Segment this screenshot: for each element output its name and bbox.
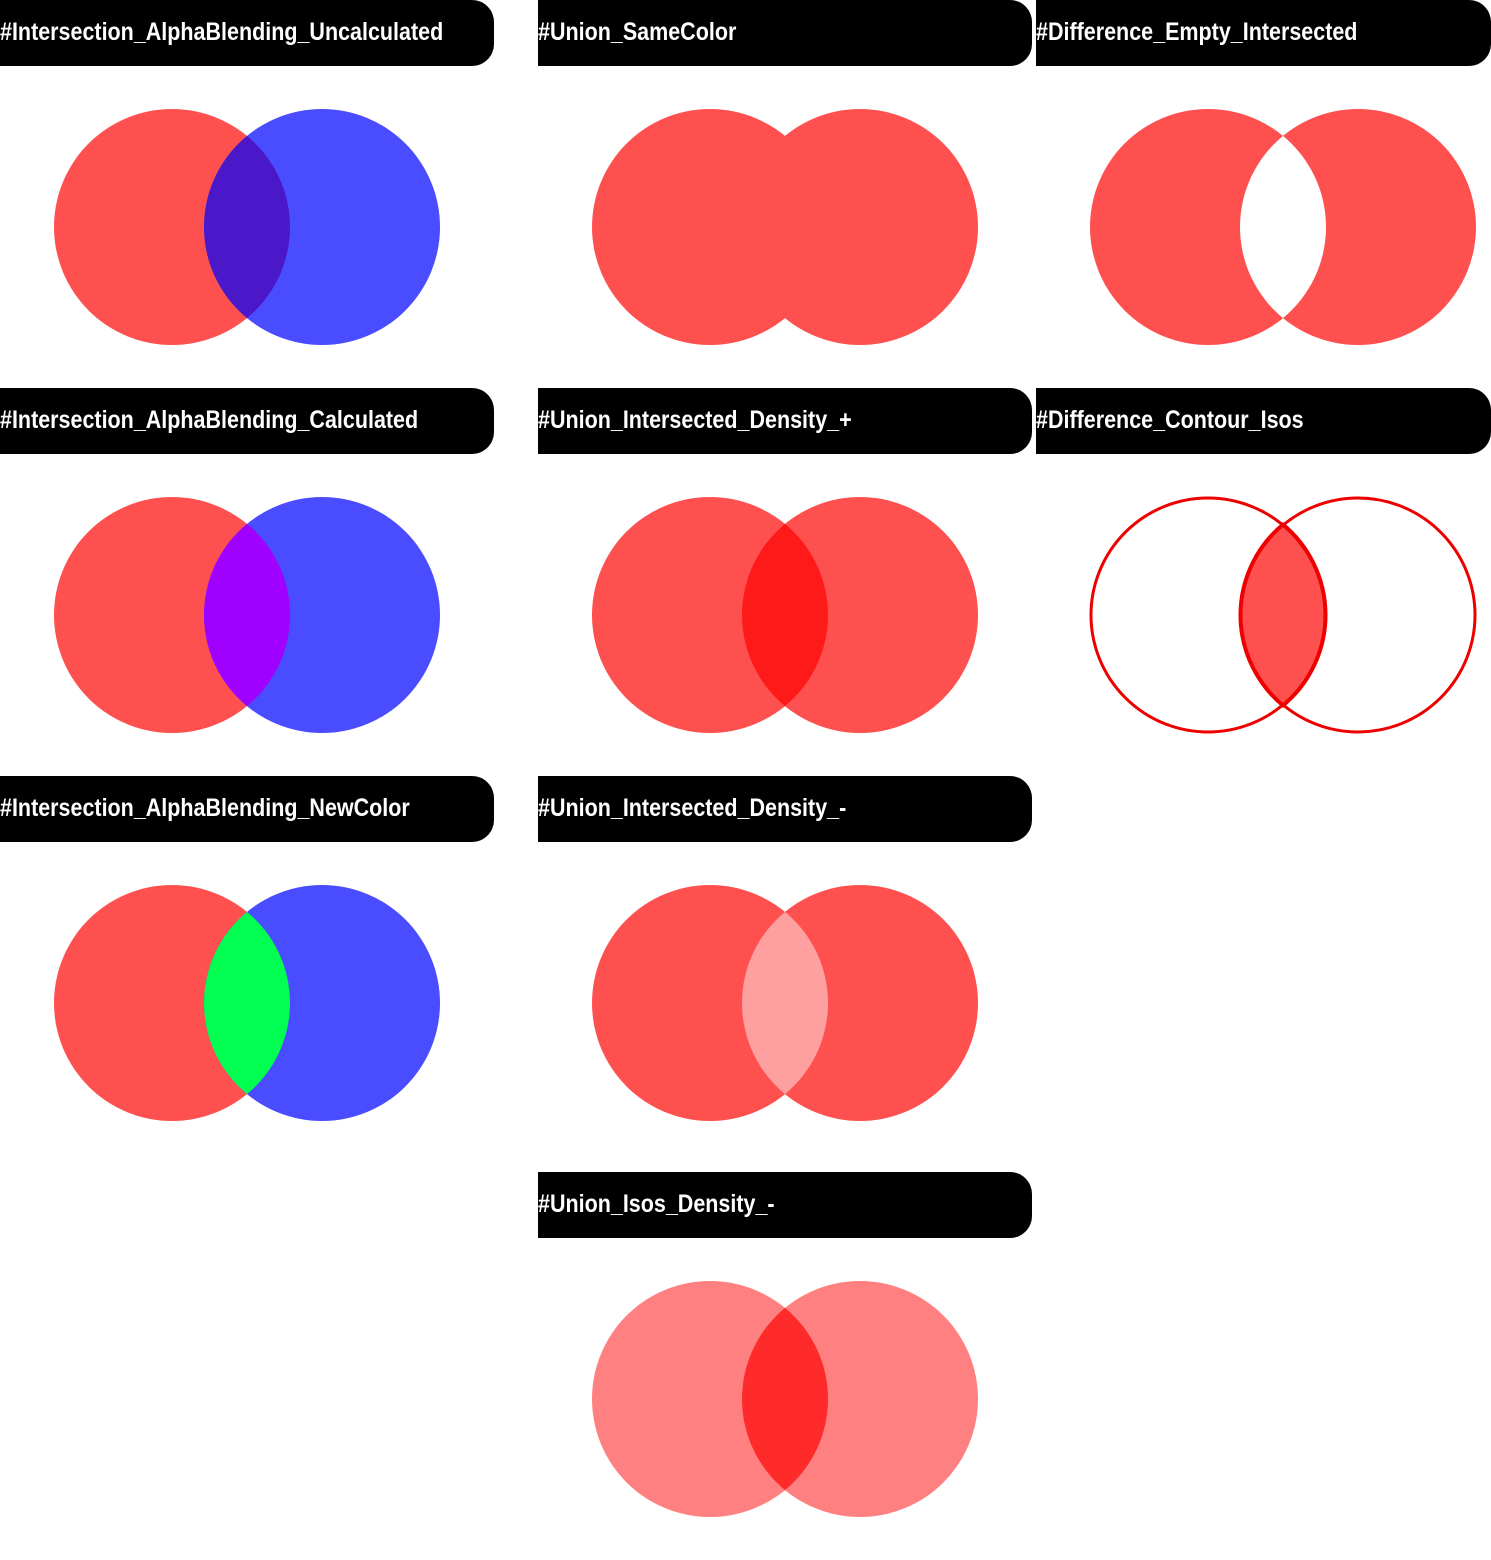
panel-label: #Union_Intersected_Density_- xyxy=(538,776,1032,842)
venn-svg xyxy=(1090,109,1476,345)
venn-diagram xyxy=(538,454,1032,776)
venn-diagram xyxy=(538,842,1032,1164)
venn-svg xyxy=(54,885,440,1121)
venn-diagram xyxy=(0,66,494,388)
venn-svg xyxy=(54,109,440,345)
venn-svg xyxy=(592,1281,978,1517)
venn-svg xyxy=(592,109,978,345)
venn-diagram xyxy=(538,1238,1032,1560)
panel-label: #Union_SameColor xyxy=(538,0,1032,66)
overlap-region xyxy=(203,911,290,1095)
venn-diagram xyxy=(538,66,1032,388)
overlap-outline xyxy=(1238,521,1328,709)
panel-label: #Intersection_AlphaBlending_Calculated xyxy=(0,388,494,454)
panel-label: #Difference_Empty_Intersected xyxy=(1036,0,1491,66)
panel-label: #Union_Intersected_Density_+ xyxy=(538,388,1032,454)
panel-label: #Intersection_AlphaBlending_Uncalculated xyxy=(0,0,494,66)
venn-diagram xyxy=(0,454,494,776)
venn-svg xyxy=(54,497,440,733)
venn-svg xyxy=(592,885,978,1121)
venn-diagram xyxy=(0,842,494,1164)
overlap-region xyxy=(1240,523,1326,707)
panel-label: #Intersection_AlphaBlending_NewColor xyxy=(0,776,494,842)
venn-svg xyxy=(592,497,978,733)
panel-label: #Union_Isos_Density_- xyxy=(538,1172,1032,1238)
venn-diagram xyxy=(1036,454,1491,776)
overlap-region xyxy=(1240,135,1326,319)
venn-diagram xyxy=(1036,66,1491,388)
venn-svg xyxy=(1089,496,1477,734)
overlap-region xyxy=(203,135,290,319)
overlap-region xyxy=(203,523,290,707)
overlap-region xyxy=(742,911,828,1095)
overlap-region xyxy=(742,135,828,319)
overlap-region xyxy=(742,1307,828,1491)
panel-label: #Difference_Contour_Isos xyxy=(1036,388,1491,454)
overlap-region xyxy=(742,523,828,707)
